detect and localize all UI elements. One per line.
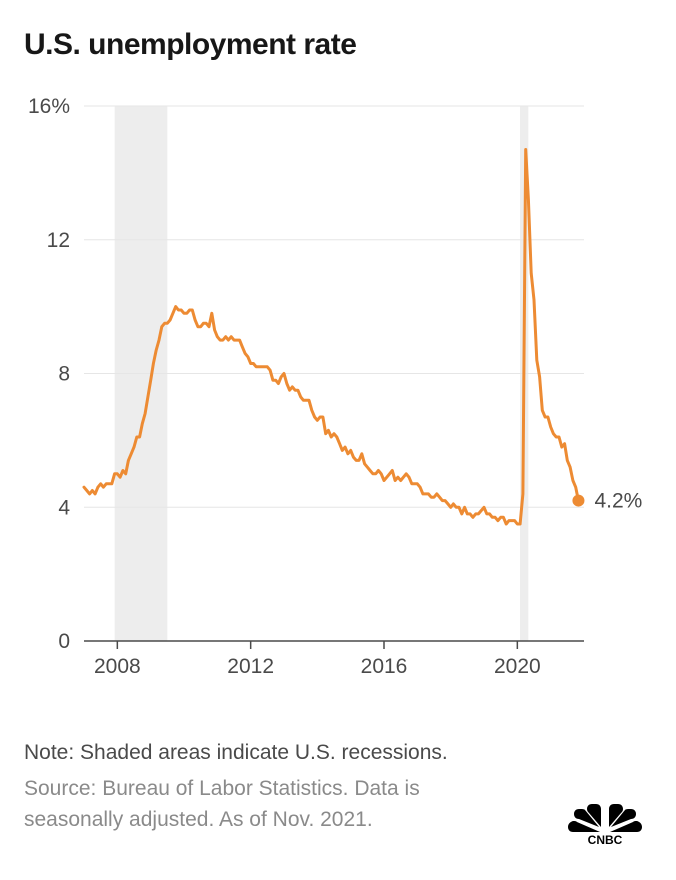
cnbc-logo: CNBC bbox=[568, 791, 650, 850]
y-tick-label: 12 bbox=[47, 229, 70, 252]
peacock-icon bbox=[568, 804, 642, 832]
x-tick-label: 2020 bbox=[494, 655, 541, 678]
x-tick-label: 2008 bbox=[94, 655, 141, 678]
footnotes: Note: Shaded areas indicate U.S. recessi… bbox=[24, 738, 652, 835]
y-tick-label: 4 bbox=[58, 496, 70, 519]
logo-text: CNBC bbox=[588, 833, 623, 845]
y-tick-label: 16% bbox=[28, 95, 70, 118]
y-tick-label: 0 bbox=[58, 630, 70, 653]
y-tick-label: 8 bbox=[58, 363, 70, 386]
chart-title: U.S. unemployment rate bbox=[24, 28, 652, 62]
x-tick-label: 2012 bbox=[227, 655, 274, 678]
chart-svg: 0 4 8 12 16% 2008 2012 2016 2020 4.2% bbox=[24, 86, 652, 706]
endpoint-marker bbox=[572, 495, 584, 507]
recession-note: Note: Shaded areas indicate U.S. recessi… bbox=[24, 738, 652, 768]
x-tick-label: 2016 bbox=[361, 655, 408, 678]
unemployment-chart: 0 4 8 12 16% 2008 2012 2016 2020 4.2% bbox=[24, 86, 652, 706]
data-source: Source: Bureau of Labor Statistics. Data… bbox=[24, 774, 464, 835]
endpoint-label: 4.2% bbox=[594, 490, 642, 513]
